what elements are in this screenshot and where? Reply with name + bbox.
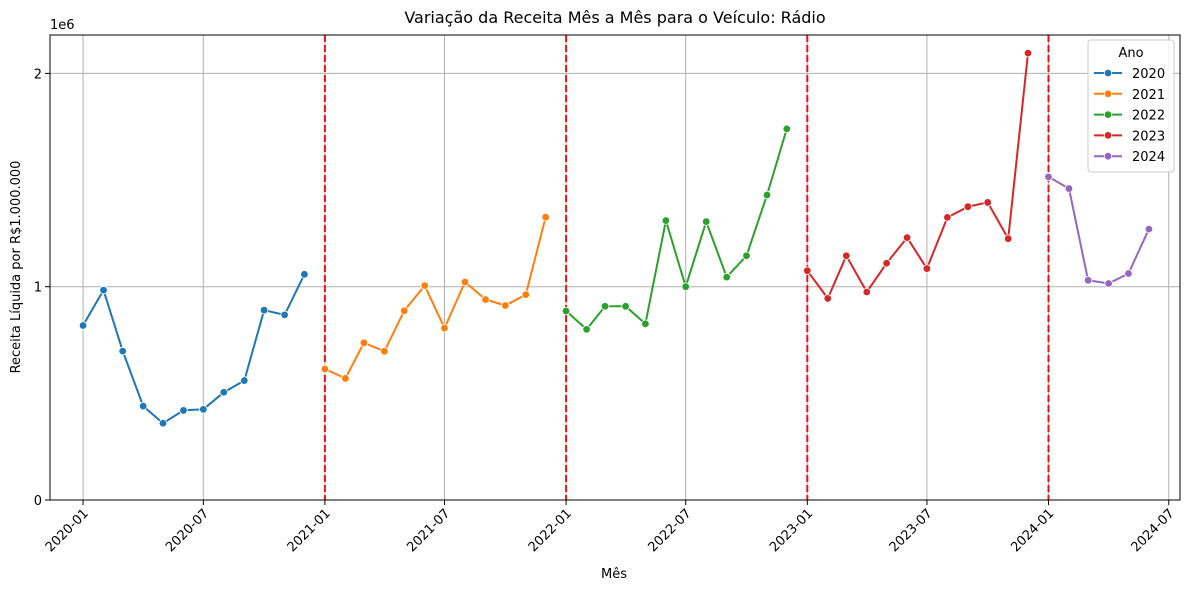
- data-point: [341, 374, 350, 383]
- data-point: [862, 287, 871, 297]
- y-offset-label: 1e6: [50, 18, 75, 33]
- legend-label: 2020: [1132, 67, 1165, 82]
- legend-marker: [1103, 151, 1113, 161]
- series-2021: [320, 212, 550, 383]
- data-point: [399, 306, 409, 316]
- legend-marker: [1103, 131, 1113, 140]
- data-point: [681, 282, 690, 291]
- series-line: [565, 128, 788, 331]
- data-point: [1064, 184, 1074, 193]
- data-point: [621, 302, 630, 311]
- data-point: [701, 217, 711, 226]
- data-point: [259, 305, 269, 315]
- data-point: [803, 266, 812, 275]
- legend-item-2024: 2024: [1094, 150, 1165, 165]
- data-point: [99, 285, 108, 295]
- data-point: [158, 419, 168, 428]
- data-point: [118, 346, 127, 356]
- data-point: [742, 251, 751, 260]
- data-point: [219, 388, 228, 397]
- legend-label: 2021: [1132, 88, 1165, 103]
- data-point: [460, 277, 470, 287]
- data-point: [882, 259, 891, 268]
- data-point: [823, 294, 832, 303]
- y-tick-label: 2: [34, 67, 42, 82]
- data-point: [359, 338, 369, 347]
- legend-item-2021: 2021: [1094, 88, 1165, 103]
- data-point: [983, 198, 992, 207]
- y-tick-label: 0: [34, 494, 42, 509]
- data-point: [600, 302, 610, 311]
- series-2022: [561, 124, 792, 334]
- legend-label: 2024: [1132, 150, 1165, 165]
- legend: Ano 2020 2021 2022 2023 2024: [1087, 39, 1175, 173]
- data-point: [280, 310, 289, 320]
- series-layer: [78, 48, 1154, 428]
- legend-item-2023: 2023: [1094, 129, 1165, 144]
- data-point: [1104, 279, 1113, 288]
- data-point: [1023, 48, 1033, 58]
- data-point: [641, 319, 650, 329]
- data-point: [782, 124, 792, 134]
- data-point: [138, 401, 148, 411]
- series-2024: [1044, 172, 1154, 288]
- data-point: [842, 251, 851, 260]
- legend-title: Ano: [1118, 46, 1143, 61]
- data-point: [722, 272, 731, 282]
- plot-frame: [49, 34, 1181, 501]
- data-point: [501, 301, 510, 310]
- series-line: [806, 52, 1029, 300]
- data-point: [199, 405, 208, 414]
- data-point: [300, 270, 309, 279]
- data-point: [902, 233, 912, 242]
- data-point: [1124, 269, 1133, 278]
- data-point: [582, 325, 591, 334]
- legend-marker: [1103, 110, 1113, 119]
- legend-items: 2020 2021 2022 2023 2024: [1094, 67, 1165, 165]
- data-point: [1003, 234, 1013, 243]
- data-point: [943, 213, 952, 222]
- data-point: [1144, 224, 1154, 234]
- data-point: [963, 202, 973, 211]
- y-axis-label: Receita Líquida por R$1.000.000: [9, 161, 24, 374]
- legend-marker: [1103, 68, 1113, 78]
- x-axis-label: Mês: [601, 567, 627, 582]
- series-2020: [78, 270, 309, 428]
- data-point: [320, 364, 330, 374]
- legend-label: 2022: [1132, 109, 1165, 124]
- data-point: [762, 190, 772, 200]
- data-point: [420, 281, 429, 290]
- data-point: [78, 321, 88, 330]
- data-point: [541, 212, 550, 222]
- data-point: [240, 376, 249, 385]
- data-point: [481, 295, 490, 304]
- chart-title: Variação da Receita Mês a Mês para o Veí…: [404, 8, 825, 27]
- data-point: [922, 264, 932, 273]
- data-point: [561, 306, 571, 316]
- data-point: [1044, 172, 1053, 182]
- data-point: [661, 216, 671, 225]
- series-2023: [803, 48, 1033, 303]
- legend-item-2022: 2022: [1094, 109, 1165, 124]
- legend-item-2020: 2020: [1094, 67, 1165, 82]
- data-point: [179, 406, 188, 415]
- data-point: [380, 347, 389, 356]
- y-tick-label: 1: [34, 281, 42, 296]
- data-point: [1083, 276, 1093, 285]
- legend-label: 2023: [1132, 129, 1165, 144]
- data-point: [521, 290, 530, 299]
- legend-marker: [1103, 89, 1113, 98]
- data-point: [440, 323, 449, 333]
